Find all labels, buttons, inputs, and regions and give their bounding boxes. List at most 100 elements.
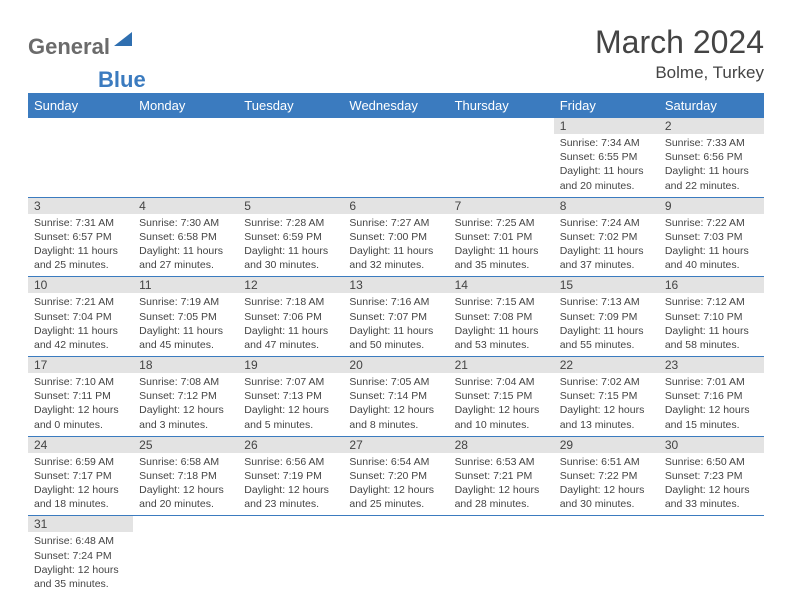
daylight-line2: and 18 minutes.	[34, 497, 127, 511]
daylight-line1: Daylight: 12 hours	[560, 403, 653, 417]
calendar-day-cell	[133, 118, 238, 197]
daylight-line1: Daylight: 11 hours	[34, 324, 127, 338]
weekday-header: Monday	[133, 93, 238, 118]
day-details: Sunrise: 7:27 AMSunset: 7:00 PMDaylight:…	[343, 214, 448, 277]
daylight-line1: Daylight: 12 hours	[665, 483, 758, 497]
sunrise-text: Sunrise: 6:53 AM	[455, 455, 548, 469]
calendar-day-cell: 3Sunrise: 7:31 AMSunset: 6:57 PMDaylight…	[28, 197, 133, 277]
daylight-line1: Daylight: 11 hours	[349, 324, 442, 338]
day-number: 7	[449, 198, 554, 214]
day-details: Sunrise: 7:13 AMSunset: 7:09 PMDaylight:…	[554, 293, 659, 356]
daylight-line2: and 22 minutes.	[665, 179, 758, 193]
day-number: 18	[133, 357, 238, 373]
daylight-line1: Daylight: 12 hours	[665, 403, 758, 417]
sunset-text: Sunset: 7:01 PM	[455, 230, 548, 244]
month-title: March 2024	[595, 24, 764, 61]
calendar-day-cell	[554, 516, 659, 595]
day-details: Sunrise: 7:04 AMSunset: 7:15 PMDaylight:…	[449, 373, 554, 436]
calendar-day-cell: 10Sunrise: 7:21 AMSunset: 7:04 PMDayligh…	[28, 277, 133, 357]
calendar-day-cell: 7Sunrise: 7:25 AMSunset: 7:01 PMDaylight…	[449, 197, 554, 277]
day-details: Sunrise: 6:53 AMSunset: 7:21 PMDaylight:…	[449, 453, 554, 516]
daylight-line1: Daylight: 11 hours	[244, 244, 337, 258]
calendar-day-cell: 4Sunrise: 7:30 AMSunset: 6:58 PMDaylight…	[133, 197, 238, 277]
sunset-text: Sunset: 7:18 PM	[139, 469, 232, 483]
sunset-text: Sunset: 7:16 PM	[665, 389, 758, 403]
sunrise-text: Sunrise: 7:05 AM	[349, 375, 442, 389]
sunset-text: Sunset: 7:04 PM	[34, 310, 127, 324]
day-number: 1	[554, 118, 659, 134]
sunrise-text: Sunrise: 7:30 AM	[139, 216, 232, 230]
logo-sail-icon	[112, 30, 134, 53]
daylight-line2: and 25 minutes.	[349, 497, 442, 511]
daylight-line1: Daylight: 12 hours	[244, 403, 337, 417]
day-number: 22	[554, 357, 659, 373]
calendar-week-row: 24Sunrise: 6:59 AMSunset: 7:17 PMDayligh…	[28, 436, 764, 516]
daylight-line2: and 33 minutes.	[665, 497, 758, 511]
day-details: Sunrise: 7:19 AMSunset: 7:05 PMDaylight:…	[133, 293, 238, 356]
daylight-line1: Daylight: 11 hours	[139, 324, 232, 338]
daylight-line1: Daylight: 12 hours	[34, 403, 127, 417]
calendar-day-cell: 1Sunrise: 7:34 AMSunset: 6:55 PMDaylight…	[554, 118, 659, 197]
daylight-line2: and 3 minutes.	[139, 418, 232, 432]
sunrise-text: Sunrise: 6:50 AM	[665, 455, 758, 469]
calendar-day-cell: 29Sunrise: 6:51 AMSunset: 7:22 PMDayligh…	[554, 436, 659, 516]
day-details: Sunrise: 6:50 AMSunset: 7:23 PMDaylight:…	[659, 453, 764, 516]
day-number: 23	[659, 357, 764, 373]
day-number: 6	[343, 198, 448, 214]
daylight-line2: and 50 minutes.	[349, 338, 442, 352]
sunrise-text: Sunrise: 7:19 AM	[139, 295, 232, 309]
sunset-text: Sunset: 7:07 PM	[349, 310, 442, 324]
sunset-text: Sunset: 6:57 PM	[34, 230, 127, 244]
daylight-line2: and 32 minutes.	[349, 258, 442, 272]
sunrise-text: Sunrise: 7:13 AM	[560, 295, 653, 309]
daylight-line2: and 8 minutes.	[349, 418, 442, 432]
sunrise-text: Sunrise: 6:56 AM	[244, 455, 337, 469]
daylight-line1: Daylight: 12 hours	[349, 483, 442, 497]
calendar-day-cell: 22Sunrise: 7:02 AMSunset: 7:15 PMDayligh…	[554, 357, 659, 437]
daylight-line2: and 20 minutes.	[560, 179, 653, 193]
daylight-line1: Daylight: 11 hours	[665, 324, 758, 338]
sunrise-text: Sunrise: 7:31 AM	[34, 216, 127, 230]
sunset-text: Sunset: 7:14 PM	[349, 389, 442, 403]
sunset-text: Sunset: 7:05 PM	[139, 310, 232, 324]
daylight-line1: Daylight: 12 hours	[455, 403, 548, 417]
day-number: 24	[28, 437, 133, 453]
calendar-day-cell: 25Sunrise: 6:58 AMSunset: 7:18 PMDayligh…	[133, 436, 238, 516]
day-number: 13	[343, 277, 448, 293]
day-details: Sunrise: 7:31 AMSunset: 6:57 PMDaylight:…	[28, 214, 133, 277]
weekday-header: Wednesday	[343, 93, 448, 118]
sunset-text: Sunset: 6:59 PM	[244, 230, 337, 244]
sunset-text: Sunset: 7:00 PM	[349, 230, 442, 244]
logo-text-blue: Blue	[98, 67, 146, 93]
calendar-week-row: 31Sunrise: 6:48 AMSunset: 7:24 PMDayligh…	[28, 516, 764, 595]
sunrise-text: Sunrise: 7:21 AM	[34, 295, 127, 309]
daylight-line2: and 35 minutes.	[34, 577, 127, 591]
daylight-line2: and 25 minutes.	[34, 258, 127, 272]
daylight-line1: Daylight: 11 hours	[665, 164, 758, 178]
sunrise-text: Sunrise: 7:12 AM	[665, 295, 758, 309]
calendar-week-row: 10Sunrise: 7:21 AMSunset: 7:04 PMDayligh…	[28, 277, 764, 357]
day-details: Sunrise: 7:28 AMSunset: 6:59 PMDaylight:…	[238, 214, 343, 277]
sunrise-text: Sunrise: 7:04 AM	[455, 375, 548, 389]
sunset-text: Sunset: 7:09 PM	[560, 310, 653, 324]
day-details: Sunrise: 6:59 AMSunset: 7:17 PMDaylight:…	[28, 453, 133, 516]
sunset-text: Sunset: 6:58 PM	[139, 230, 232, 244]
sunset-text: Sunset: 7:11 PM	[34, 389, 127, 403]
day-number: 19	[238, 357, 343, 373]
day-details: Sunrise: 7:05 AMSunset: 7:14 PMDaylight:…	[343, 373, 448, 436]
daylight-line2: and 10 minutes.	[455, 418, 548, 432]
day-number: 27	[343, 437, 448, 453]
daylight-line2: and 35 minutes.	[455, 258, 548, 272]
calendar-week-row: 17Sunrise: 7:10 AMSunset: 7:11 PMDayligh…	[28, 357, 764, 437]
daylight-line1: Daylight: 11 hours	[455, 244, 548, 258]
day-details: Sunrise: 7:02 AMSunset: 7:15 PMDaylight:…	[554, 373, 659, 436]
day-details: Sunrise: 7:24 AMSunset: 7:02 PMDaylight:…	[554, 214, 659, 277]
daylight-line2: and 13 minutes.	[560, 418, 653, 432]
daylight-line2: and 30 minutes.	[560, 497, 653, 511]
day-details: Sunrise: 7:25 AMSunset: 7:01 PMDaylight:…	[449, 214, 554, 277]
sunset-text: Sunset: 6:56 PM	[665, 150, 758, 164]
daylight-line1: Daylight: 12 hours	[139, 483, 232, 497]
day-number: 9	[659, 198, 764, 214]
sunrise-text: Sunrise: 7:08 AM	[139, 375, 232, 389]
day-number: 20	[343, 357, 448, 373]
